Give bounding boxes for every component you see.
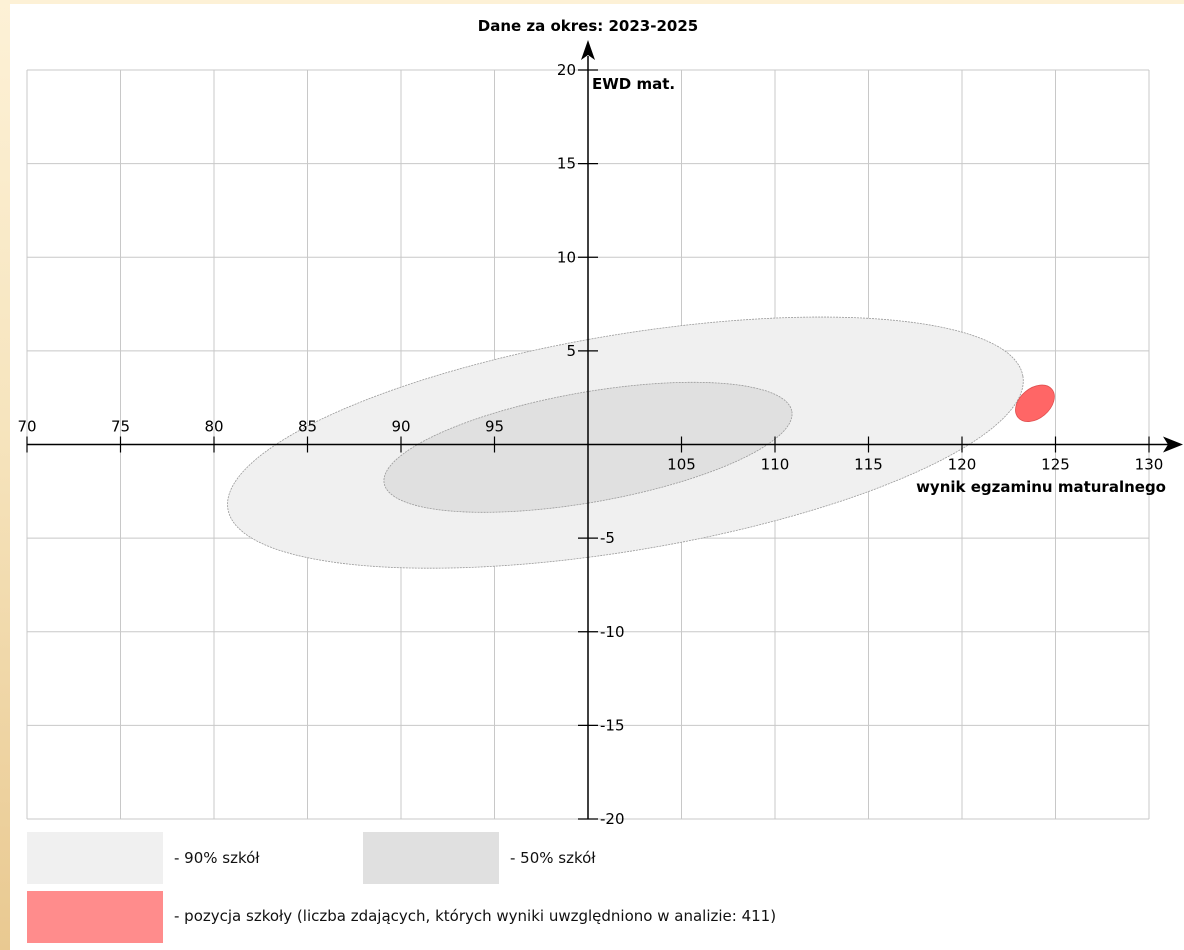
y-tick-label: 20 — [557, 61, 576, 79]
x-axis-arrow — [1163, 436, 1183, 453]
x-tick-label: 95 — [485, 418, 504, 436]
x-tick-label: 75 — [111, 418, 130, 436]
legend-swatch-50 — [363, 832, 499, 884]
y-tick-label: 15 — [557, 155, 576, 173]
y-tick-label: -20 — [600, 810, 625, 828]
y-tick-label: 5 — [566, 342, 576, 360]
y-tick-label: -10 — [600, 623, 625, 641]
y-tick-label: 10 — [557, 248, 576, 266]
x-tick-label: 90 — [391, 418, 410, 436]
y-tick-label: -5 — [600, 529, 615, 547]
x-tick-label: 110 — [761, 456, 790, 474]
y-axis-arrow — [581, 40, 595, 60]
chart-title: Dane za okres: 2023-2025 — [478, 17, 698, 35]
x-axis-label: wynik egzaminu maturalnego — [916, 478, 1166, 496]
x-tick-label: 80 — [204, 418, 223, 436]
x-tick-label: 105 — [667, 456, 696, 474]
school-position-layer — [1015, 384, 1055, 422]
x-tick-label: 120 — [948, 456, 977, 474]
y-tick-label: -15 — [600, 716, 625, 734]
x-tick-label: 115 — [854, 456, 883, 474]
x-tick-label: 85 — [298, 418, 317, 436]
legend-swatch-school — [27, 891, 163, 943]
chart-panel: 70 75 80 85 90 95 105 110 115 120 125 130 20 15 10 5 -5-… — [10, 4, 1184, 950]
legend-label-50: - 50% szkół — [510, 849, 596, 867]
legend-label-school: - pozycja szkoły (liczba zdających, któr… — [174, 907, 777, 925]
x-tick-label: 70 — [17, 418, 36, 436]
x-tick-label: 130 — [1135, 456, 1164, 474]
legend-label-90: - 90% szkół — [174, 849, 260, 867]
y-axis-label: EWD mat. — [592, 75, 675, 93]
school-position-marker — [1015, 384, 1055, 422]
confidence-regions — [227, 316, 1024, 569]
legend-swatch-90 — [27, 832, 163, 884]
x-tick-label: 125 — [1041, 456, 1070, 474]
